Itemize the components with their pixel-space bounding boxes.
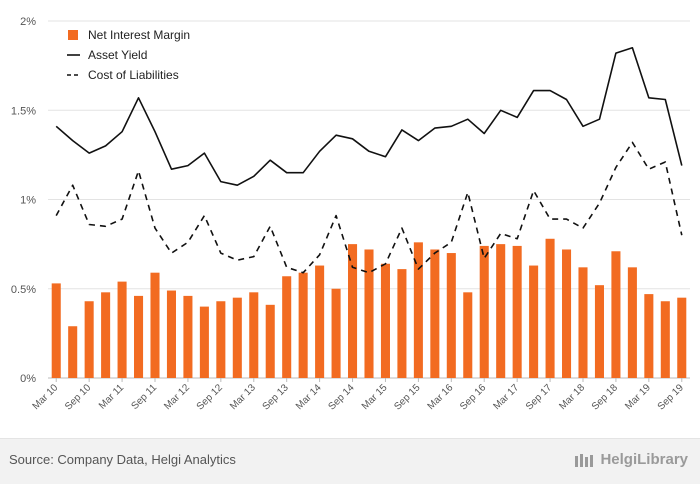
x-tick-label: Mar 11: [97, 382, 127, 412]
bar: [282, 276, 292, 378]
bar: [364, 249, 374, 378]
x-tick-label: Mar 14: [294, 382, 324, 412]
bar: [627, 267, 637, 378]
bar: [199, 306, 209, 378]
x-tick-label: Sep 19: [656, 382, 686, 412]
y-tick-label: 1%: [20, 195, 36, 207]
bar: [150, 272, 160, 378]
bar: [446, 253, 456, 378]
y-tick-label: 2%: [20, 16, 36, 28]
y-tick-label: 0%: [20, 373, 36, 385]
x-tick-label: Sep 15: [392, 382, 422, 412]
bar: [216, 301, 226, 378]
bar: [84, 301, 94, 378]
brand-logo: HelgiLibrary: [574, 451, 688, 468]
bar: [413, 242, 423, 378]
bar: [611, 251, 621, 378]
bar: [68, 326, 78, 378]
legend-label: Net Interest Margin: [88, 28, 190, 42]
bar-series: [51, 238, 687, 378]
bar: [249, 292, 259, 378]
legend-label: Cost of Liabilities: [88, 68, 179, 82]
bar: [578, 267, 588, 378]
x-tick-label: Mar 17: [491, 382, 521, 412]
x-tick-label: Sep 17: [524, 382, 554, 412]
x-axis-ticks: Mar 10 Sep 10 Mar 11 Sep 11 Mar 12 Sep 12 Mar …: [31, 378, 686, 413]
bar: [463, 292, 473, 378]
bar: [134, 295, 144, 378]
library-icon: [575, 453, 594, 467]
bar: [479, 245, 489, 378]
x-tick-label: Sep 13: [261, 382, 291, 412]
bar: [265, 304, 275, 378]
source-note: Source: Company Data, Helgi Analytics: [9, 452, 236, 467]
bar: [298, 272, 308, 378]
bar: [315, 265, 325, 378]
bar: [430, 249, 440, 378]
x-tick-label: Mar 13: [228, 382, 258, 412]
bar: [117, 281, 127, 378]
x-tick-label: Mar 16: [426, 382, 456, 412]
legend-swatch: [68, 30, 78, 40]
bar: [545, 238, 555, 378]
bar: [183, 295, 193, 378]
x-tick-label: Mar 19: [623, 382, 653, 412]
y-tick-label: 1.5%: [11, 105, 36, 117]
legend: Net Interest Margin Asset Yield Cost of Li…: [67, 28, 190, 82]
bar: [348, 244, 358, 378]
x-tick-label: Mar 12: [162, 382, 192, 412]
bar: [232, 297, 242, 378]
x-tick-label: Sep 18: [590, 382, 620, 412]
y-tick-label: 0.5%: [11, 284, 36, 296]
bar: [51, 283, 61, 378]
brand-name: HelgiLibrary: [600, 451, 688, 468]
bar: [594, 285, 604, 378]
x-tick-label: Sep 12: [195, 382, 225, 412]
line-series: [55, 46, 683, 274]
bar: [380, 263, 390, 378]
x-tick-label: Mar 10: [31, 382, 61, 412]
bar: [101, 292, 111, 378]
bar: [496, 244, 506, 378]
bar: [331, 288, 341, 378]
bar: [677, 297, 687, 378]
bar: [644, 294, 654, 378]
bar: [660, 301, 670, 378]
bar: [166, 290, 176, 378]
legend-label: Asset Yield: [88, 48, 147, 62]
x-tick-label: Sep 14: [326, 382, 356, 412]
x-tick-label: Sep 16: [458, 382, 488, 412]
cost-of-liabilities-line: [55, 141, 683, 274]
x-tick-label: Sep 11: [129, 382, 159, 412]
asset-yield-line: [55, 46, 683, 186]
chart-svg: 0%0.5%1%1.5%2% Mar 10 Sep 10 Mar 11 Sep 11 M…: [11, 16, 690, 413]
y-axis-ticks: 0% 0.5% 1% 1.5% 2%: [11, 16, 36, 385]
bar: [529, 265, 539, 378]
bar: [397, 269, 407, 378]
footer: Source: Company Data, Helgi Analytics He…: [0, 438, 700, 484]
x-tick-label: Sep 10: [63, 382, 93, 412]
bar: [512, 245, 522, 378]
x-tick-label: Mar 18: [557, 382, 587, 412]
x-tick-label: Mar 15: [360, 382, 390, 412]
bar: [562, 249, 572, 378]
